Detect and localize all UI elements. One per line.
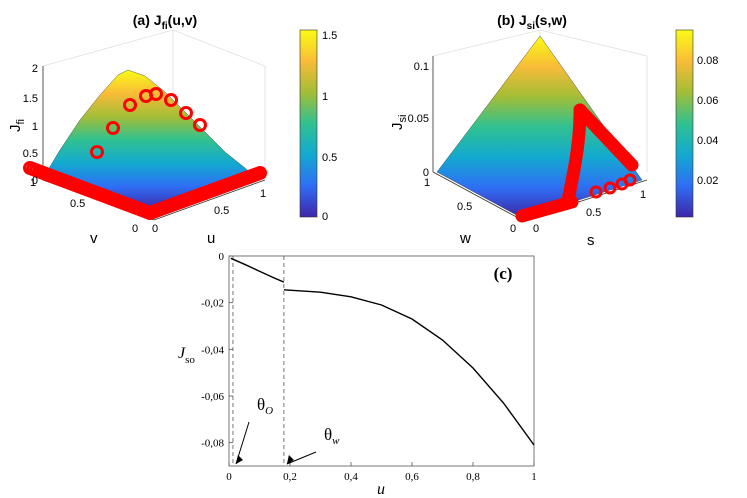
panel-a-marker [193,118,207,132]
panel-b-xtick-0: 0 [533,223,539,235]
panel-c: 0 0,2 0,4 0,6 0,8 1 0 -0,02 -0,04 -0,06 -0,08 θO θw… [178,251,537,498]
panel-c-threshold-arrow [286,451,317,465]
panel-a-marker [164,93,178,107]
panel-c-threshold-arrowhead [235,455,243,464]
panel-c-series-segment2 [283,289,535,446]
panel-b-cbar-tick-3: 0.08 [697,55,718,67]
panel-a-xlabel: u [207,230,215,247]
panel-c-ticks: 0 0,2 0,4 0,6 0,8 1 0 -0,02 -0,04 -0,06 -0,08 [201,251,537,483]
panel-b-ytick-0: 0 [510,223,516,235]
panel-b-cbar-tick-0: 0.02 [697,175,718,187]
panel-a-cbar-tick-1: 0.5 [322,152,337,164]
panel-c-ytick-label: -0,04 [201,344,224,356]
panel-b-markers [515,103,639,223]
panel-c-xtick-label: 0,6 [405,471,419,483]
panel-a-ztick-2: 1 [32,121,38,133]
panel-a-colorbar [299,29,318,218]
panel-b-xtick-2: 1 [640,189,646,201]
panel-c-label: (c) [494,264,513,283]
panel-b-ytick-2: 1 [424,177,430,189]
panel-b-cbar-tick-1: 0.04 [697,135,718,147]
panel-c-threshold-arrowhead [286,455,294,464]
panel-a-ytick-2: 1 [30,177,36,189]
panel-b-surface [436,35,643,219]
panel-b-marker [623,173,637,187]
panel-b-cbar-tick-2: 0.06 [697,95,718,107]
panel-a-ztick-4: 2 [32,63,38,75]
panel-b-marker [603,181,617,195]
panel-c-xlabel: u [377,481,385,498]
panel-c-xtick-label: 0,4 [344,471,358,483]
panel-c-xtick-label: 1 [531,471,537,483]
panel-b-xlabel: s [587,232,595,249]
panel-a-xtick-2: 1 [260,188,266,200]
panel-b-ztick-2: 0.1 [414,61,429,73]
panel-c-ytick-label: -0,02 [201,298,224,310]
panel-c-threshold-label: θw [324,425,340,447]
panel-b-yaxis [432,171,523,221]
panel-a-marker [123,98,137,112]
panel-a-ztick-3: 1.5 [23,93,38,105]
panel-a-xtick-1: 0.5 [214,205,229,217]
panel-a-markers [23,87,267,220]
panel-c-series-segment1 [230,257,285,283]
panel-a-ytick-0: 0 [132,223,138,235]
panel-b: (b) Jsi(s,w) 0 0.05 0.1 1 0.5 0 0 0. [389,12,718,249]
panel-a-ztick-0: 0 [32,175,38,187]
panel-a-marker [106,121,120,135]
panel-b-colorbar [675,29,694,218]
panel-c-xtick-label: 0,8 [466,471,480,483]
panel-c-xtick-label: 0 [226,471,232,483]
panel-a-ytick-1: 0.5 [70,198,85,210]
panel-b-title: (b) Jsi(s,w) [497,12,567,32]
panel-a-marker [179,106,193,120]
panel-c-lines [230,257,535,446]
panel-a-cbar-tick-3: 1.5 [322,30,337,42]
panel-a-cbar-tick-0: 0 [322,211,328,223]
panel-c-ytick-label: -0,06 [201,391,224,403]
panel-a-xtick-0: 0 [152,223,158,235]
panel-a-marker [253,166,267,180]
panel-a-ylabel: v [90,230,98,247]
panel-a-marker [90,145,104,159]
panel-b-ytick-1: 0.5 [457,201,472,213]
panel-a: (a) Jfi(u,v) 0 0.5 1 1.5 2 [7,12,337,247]
panel-b-xtick-1: 0.5 [586,207,601,219]
panel-a-xaxis [153,179,266,221]
panel-a-ztick-1: 0.5 [23,148,38,160]
panel-c-ytick-label: 0 [219,251,225,263]
panel-c-thresholds: θO θw [232,256,340,466]
panel-b-marker [625,158,639,172]
panel-b-ztick-0: 0 [423,167,429,179]
panel-c-xtick-label: 0,2 [283,471,297,483]
panel-a-cbar-tick-2: 1 [322,91,328,103]
panel-a-marker [149,87,163,101]
panel-b-surface-mesh [436,35,643,219]
panel-b-zlabel: Jsi [389,115,409,130]
panel-c-ytick-label: -0,08 [201,438,224,450]
panel-a-title: (a) Jfi(u,v) [133,12,197,32]
panel-a-zlabel: Jfi [7,119,27,132]
panel-b-marker [589,185,603,199]
panel-b-ztick-1: 0.05 [408,113,429,125]
panel-c-frame [228,255,535,467]
panel-c-ylabel: Jso [178,345,195,366]
panel-c-threshold-label: θO [257,395,273,417]
panel-b-ylabel: w [459,230,471,247]
